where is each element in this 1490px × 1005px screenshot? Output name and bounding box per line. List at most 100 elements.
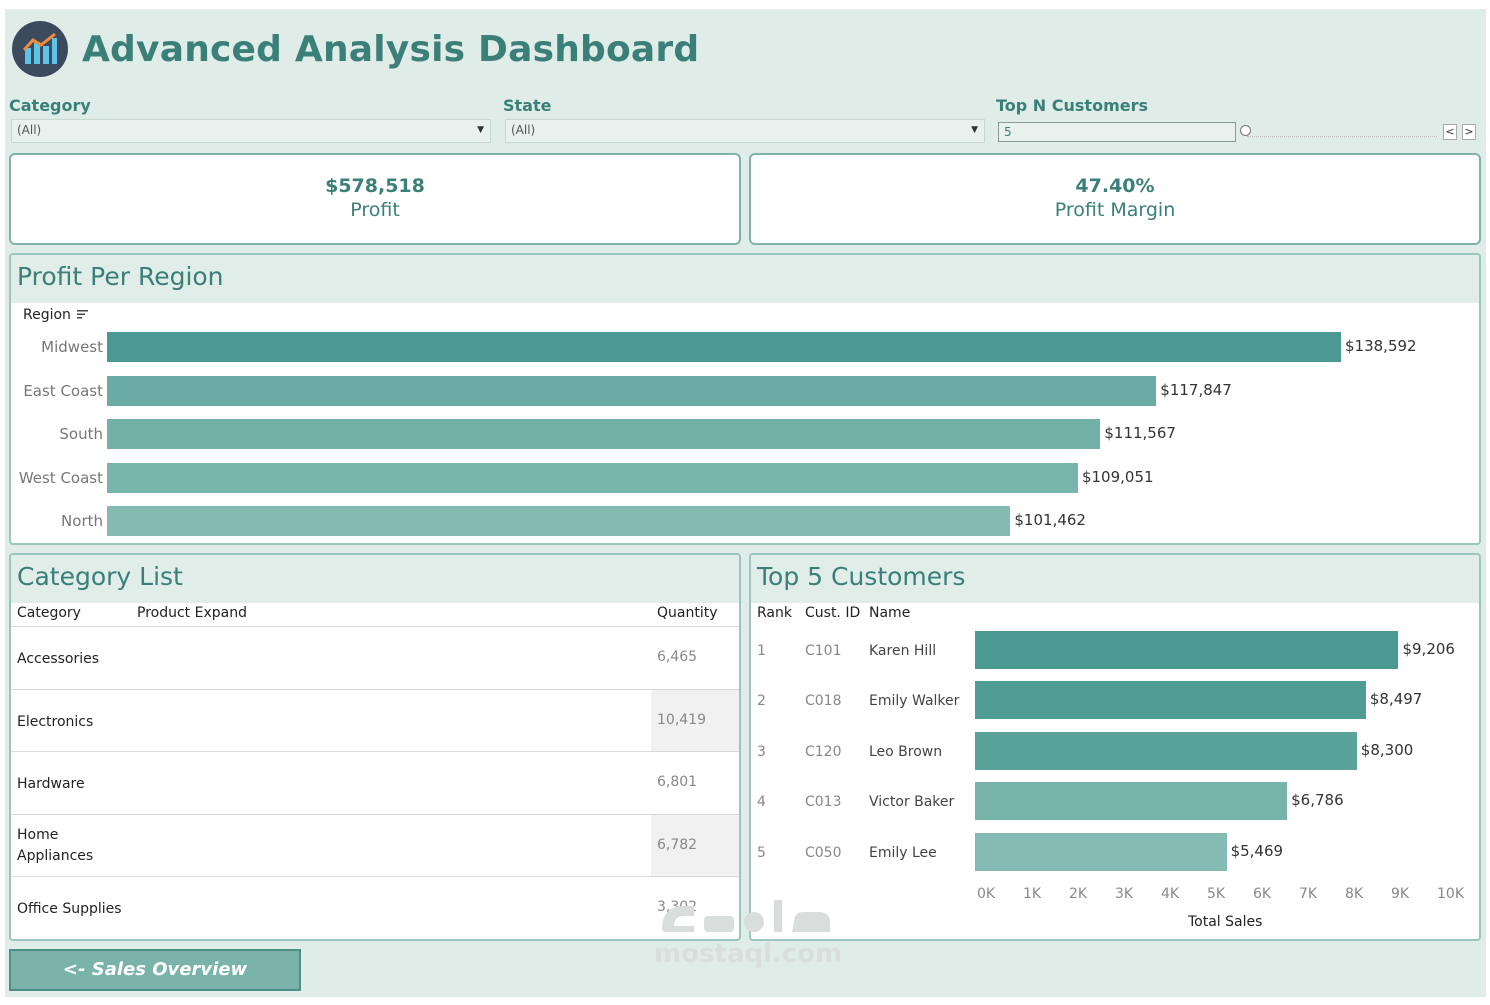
customer-name-cell: Leo Brown bbox=[869, 743, 943, 760]
panel-title: Top 5 Customers bbox=[751, 555, 1479, 603]
state-dropdown-value: (All) bbox=[511, 123, 536, 137]
x-axis-tick-label: 8K bbox=[1345, 886, 1364, 902]
sort-icon[interactable] bbox=[77, 309, 89, 319]
topn-slider-track[interactable] bbox=[1247, 136, 1437, 137]
region-category-label: East Coast bbox=[23, 381, 103, 400]
region-bar-value-label: $117,847 bbox=[1160, 380, 1232, 399]
table-row[interactable]: Hardware 6,801 bbox=[11, 751, 739, 814]
profit-kpi-label: Profit bbox=[350, 199, 400, 221]
category-cell: Accessories bbox=[17, 651, 100, 667]
category-cell: Office Supplies bbox=[17, 901, 122, 917]
region-bar-row[interactable]: Midwest $138,592 bbox=[11, 332, 1479, 362]
x-axis-tick-label: 9K bbox=[1391, 886, 1410, 902]
customer-sales-bar[interactable] bbox=[975, 782, 1288, 821]
product-expand-header[interactable]: Product Expand bbox=[137, 605, 247, 621]
panel-title: Profit Per Region bbox=[11, 255, 1479, 303]
region-bar-value-label: $138,592 bbox=[1345, 337, 1417, 355]
category-dropdown[interactable]: (All) ▼ bbox=[11, 119, 491, 143]
custid-cell: C050 bbox=[805, 844, 842, 861]
region-bar-value-label: $111,567 bbox=[1104, 424, 1176, 443]
category-cell: Electronics bbox=[17, 713, 94, 730]
page-title: Advanced Analysis Dashboard bbox=[82, 28, 700, 70]
region-bar-row[interactable]: West Coast $109,051 bbox=[11, 462, 1479, 493]
region-bar[interactable] bbox=[107, 462, 1078, 493]
state-filter-label: State bbox=[503, 96, 552, 115]
customer-sales-value-label: $9,206 bbox=[1402, 640, 1455, 658]
region-bar-row[interactable]: South $111,567 bbox=[11, 419, 1479, 450]
rank-column-header[interactable]: Rank bbox=[757, 605, 792, 621]
region-bar[interactable] bbox=[107, 332, 1341, 362]
top-customers-panel: Top 5 Customers Rank Cust. ID Name 1 C101… bbox=[749, 553, 1481, 941]
table-row[interactable]: Office Supplies3,302 bbox=[11, 876, 739, 939]
margin-kpi-card: 47.40% Profit Margin bbox=[749, 153, 1481, 245]
x-axis-tick-label: 7K bbox=[1299, 886, 1318, 902]
custid-cell: C120 bbox=[805, 743, 842, 760]
rank-cell: 5 bbox=[757, 844, 766, 861]
custid-cell: C101 bbox=[805, 643, 842, 659]
region-bar[interactable] bbox=[107, 419, 1101, 450]
custid-column-header[interactable]: Cust. ID bbox=[805, 605, 861, 621]
region-bar-value-label: $109,051 bbox=[1081, 467, 1154, 486]
region-category-label: North bbox=[61, 512, 103, 531]
region-column-header[interactable]: Region bbox=[23, 307, 89, 323]
margin-kpi-value: 47.40% bbox=[1075, 175, 1155, 197]
region-bar-value-label: $101,462 bbox=[1014, 511, 1086, 530]
table-row[interactable]: Home Appliances 6,782 bbox=[11, 813, 739, 876]
quantity-cell: 6,801 bbox=[657, 774, 698, 790]
topn-slider-handle[interactable] bbox=[1240, 125, 1251, 136]
x-axis-tick-label: 5K bbox=[1207, 886, 1226, 902]
customer-name-cell: Karen Hill bbox=[869, 643, 937, 659]
rank-cell: 4 bbox=[757, 794, 766, 811]
quantity-column-header[interactable]: Quantity bbox=[657, 605, 718, 621]
region-bar-row[interactable]: East Coast $117,847 bbox=[11, 375, 1479, 406]
chevron-down-icon: ▼ bbox=[971, 125, 978, 135]
x-axis-title: Total Sales bbox=[1188, 914, 1263, 930]
topn-input[interactable]: 5 bbox=[998, 122, 1236, 142]
topn-prev-button[interactable]: < bbox=[1443, 124, 1457, 140]
region-category-label: West Coast bbox=[18, 468, 103, 487]
state-dropdown[interactable]: (All) ▼ bbox=[505, 119, 985, 143]
watermark-text: mostaql.com bbox=[654, 939, 843, 969]
category-column-header[interactable]: Category bbox=[17, 605, 81, 621]
category-filter-label: Category bbox=[9, 96, 91, 115]
x-axis-tick-label: 4K bbox=[1161, 886, 1180, 902]
customer-sales-value-label: $8,300 bbox=[1360, 740, 1414, 759]
category-cell: Hardware bbox=[17, 776, 85, 792]
region-bar-row[interactable]: North $101,462 bbox=[11, 506, 1479, 537]
chart-logo-icon bbox=[12, 21, 68, 77]
category-dropdown-value: (All) bbox=[17, 123, 42, 137]
watermark: mostaql.com bbox=[654, 892, 843, 969]
sales-overview-nav-button[interactable]: <- Sales Overview bbox=[9, 949, 301, 991]
category-cell: Home Appliances bbox=[17, 826, 94, 864]
name-column-header[interactable]: Name bbox=[869, 605, 911, 621]
region-bar[interactable] bbox=[107, 375, 1157, 406]
x-axis-tick-label: 1K bbox=[1023, 886, 1042, 902]
profit-kpi-card: $578,518 Profit bbox=[9, 153, 741, 245]
x-axis-tick-label: 3K bbox=[1115, 886, 1134, 902]
quantity-cell: 6,465 bbox=[657, 649, 698, 665]
watermark-logo-icon bbox=[662, 900, 830, 932]
customer-sales-bar[interactable] bbox=[975, 832, 1227, 871]
customer-sales-value-label: $5,469 bbox=[1230, 841, 1284, 860]
customer-sales-bar[interactable] bbox=[975, 631, 1399, 669]
table-row[interactable]: Accessories 6,465 bbox=[11, 626, 739, 689]
customer-name-cell: Emily Walker bbox=[869, 693, 960, 710]
profit-per-region-panel: Profit Per Region Region Midwest $138,592… bbox=[9, 253, 1481, 545]
region-bar[interactable] bbox=[107, 506, 1011, 537]
customer-name-cell: Victor Baker bbox=[869, 794, 955, 811]
chevron-down-icon: ▼ bbox=[477, 125, 484, 135]
customer-sales-value-label: $6,786 bbox=[1291, 791, 1344, 810]
topn-next-button[interactable]: > bbox=[1462, 124, 1476, 140]
table-row[interactable]: Electronics 10,419 bbox=[11, 688, 739, 751]
customer-sales-value-label: $8,497 bbox=[1369, 690, 1423, 709]
panel-title: Category List bbox=[11, 555, 739, 603]
customer-name-cell: Emily Lee bbox=[869, 844, 937, 861]
region-header-label: Region bbox=[23, 307, 71, 323]
category-list-panel: Category List Category Product Expand Qu… bbox=[9, 553, 741, 941]
rank-cell: 3 bbox=[757, 743, 766, 760]
custid-cell: C013 bbox=[805, 794, 842, 811]
customer-sales-bar[interactable] bbox=[975, 731, 1357, 770]
customer-sales-bar[interactable] bbox=[975, 681, 1366, 720]
quantity-cell: 6,782 bbox=[651, 814, 739, 876]
x-axis-tick-label: 10K bbox=[1437, 886, 1464, 902]
